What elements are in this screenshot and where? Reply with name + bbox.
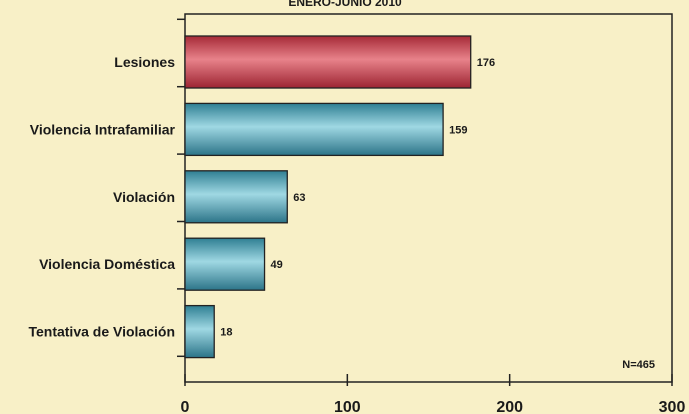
category-label: Tentativa de Violación [28,324,175,340]
category-label: Violencia Intrafamiliar [30,121,176,137]
x-tick-label: 0 [181,399,190,414]
x-tick-label: 300 [659,399,686,414]
category-label: Violación [113,189,175,205]
category-label: Lesiones [114,54,175,70]
sample-size-note: N=465 [622,359,655,371]
data-label: 159 [449,124,467,136]
bar [184,170,288,224]
data-label: 176 [477,57,495,69]
category-label: Violencia Doméstica [39,256,175,272]
plot-area: Lesiones 176 Violencia Intrafamiliar 159 Vio… [28,13,686,414]
chart-title: ENERO-JUNIO 2010 [288,0,402,9]
x-tick-label: 200 [496,399,523,414]
data-label: 63 [293,192,305,204]
x-tick-label: 100 [334,399,361,414]
data-label: 49 [271,259,283,271]
bar [184,237,266,291]
bar [184,35,472,89]
bar [184,102,444,157]
data-label: 18 [220,327,232,339]
bar [184,304,215,359]
